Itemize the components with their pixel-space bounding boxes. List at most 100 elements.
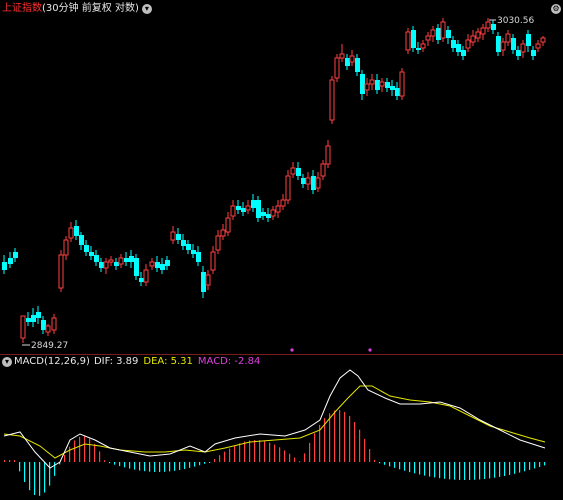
candle-body <box>280 199 286 207</box>
candle-body <box>8 258 13 264</box>
candle <box>191 244 196 258</box>
candle <box>399 68 405 100</box>
candle-body <box>480 27 486 35</box>
candle <box>480 24 486 40</box>
index-name[interactable]: 上证指数 <box>2 3 42 14</box>
candle-body <box>320 163 326 177</box>
candle-body <box>475 31 481 39</box>
panel-divider <box>0 354 563 355</box>
macd-bar <box>4 460 6 462</box>
candle-body <box>425 35 431 41</box>
candle <box>129 250 134 268</box>
candle-body <box>114 262 119 266</box>
candle-body <box>2 262 7 270</box>
candle-body <box>241 208 246 212</box>
macd-bar <box>384 462 386 465</box>
macd-bar <box>534 462 536 469</box>
macd-bar <box>529 462 531 470</box>
macd-bar <box>284 450 286 462</box>
macd-bar <box>154 462 156 472</box>
macd-bar <box>114 462 116 465</box>
macd-bar <box>279 447 281 462</box>
candle <box>94 250 99 266</box>
macd-bar <box>344 411 346 462</box>
candle <box>36 306 41 324</box>
macd-bar <box>314 433 316 462</box>
candle-body <box>143 269 149 283</box>
candle <box>45 324 51 336</box>
candle-body <box>129 256 134 262</box>
candle-body <box>191 250 196 254</box>
candle <box>461 46 466 60</box>
candle <box>465 34 471 52</box>
indicator-menu-icon[interactable]: ▾ <box>2 357 12 367</box>
macd-bar <box>509 462 511 475</box>
candle-body <box>210 251 216 271</box>
candle <box>165 256 170 270</box>
candle-body <box>84 245 89 252</box>
candle <box>160 258 165 274</box>
indicator-name[interactable]: MACD(12,26,9) <box>14 356 90 367</box>
macd-bar <box>79 436 81 462</box>
macd-bar <box>244 441 246 462</box>
candle <box>225 212 231 236</box>
candle <box>84 240 89 256</box>
macd-bar <box>19 462 21 472</box>
low-annotation: 2849.27 <box>31 341 68 351</box>
macd-bar <box>419 462 421 475</box>
macd-bar <box>449 462 451 480</box>
candle <box>201 266 206 298</box>
candle <box>155 256 160 272</box>
candle-body <box>430 29 436 37</box>
candle <box>215 230 221 254</box>
candle <box>496 32 501 56</box>
candle <box>118 254 124 268</box>
macd-bar <box>139 462 141 471</box>
macd-bar <box>514 462 516 474</box>
candle-body <box>399 71 405 97</box>
candle-body <box>369 79 375 85</box>
candle-body <box>315 177 321 189</box>
settings-icon[interactable]: ⚙ <box>551 4 561 14</box>
candle <box>176 228 181 244</box>
candle <box>51 314 57 334</box>
candle <box>475 28 481 42</box>
candle <box>31 308 36 327</box>
macd-bar <box>484 462 486 480</box>
macd-bar <box>289 453 291 462</box>
macd-bar <box>69 446 71 462</box>
macd-bar <box>44 462 46 493</box>
candle-body <box>285 175 291 201</box>
candle <box>58 250 64 292</box>
indicator-header: ▾ MACD(12,26,9) DIF: 3.89 DEA: 5.31 MACD… <box>2 355 260 369</box>
candle-body <box>196 252 201 262</box>
candle-body <box>68 227 74 239</box>
macd-bar <box>74 440 76 462</box>
candle <box>13 248 18 262</box>
candle-body <box>165 260 170 266</box>
annotations-layer: 2849.27 3030.56 <box>22 16 534 351</box>
dea-value: DEA: 5.31 <box>143 356 193 367</box>
macd-bar <box>204 462 206 464</box>
macd-bar <box>324 418 326 462</box>
macd-bar <box>254 440 256 462</box>
macd-bar <box>29 462 31 491</box>
macd-bar <box>319 424 321 462</box>
candle <box>134 254 139 280</box>
candle <box>395 82 400 100</box>
macd-bar <box>274 444 276 462</box>
macd-bar <box>269 442 271 462</box>
candle-body <box>51 317 57 331</box>
candle-body <box>535 43 541 49</box>
macd-bar <box>9 460 11 462</box>
macd-bar <box>239 443 241 462</box>
macd-bar <box>159 462 161 472</box>
chevron-down-icon[interactable]: ▾ <box>141 4 152 14</box>
candle <box>124 252 129 266</box>
macd-bar <box>89 438 91 462</box>
candle <box>526 30 531 52</box>
candle <box>270 206 276 220</box>
macd-bar <box>179 462 181 471</box>
macd-bar <box>109 462 111 464</box>
candle-body <box>256 200 261 218</box>
